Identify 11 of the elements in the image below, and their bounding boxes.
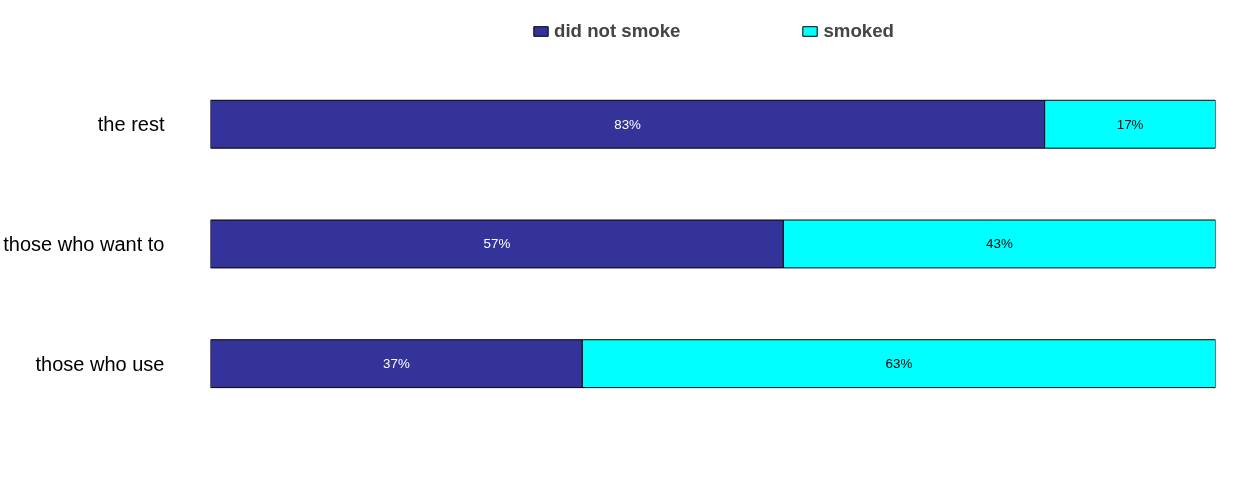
y-tick-label: those who want to (3, 232, 165, 255)
data-label: 57% (483, 236, 511, 252)
y-tick-label: the rest (97, 113, 165, 136)
data-label: 63% (885, 356, 913, 372)
data-label: 37% (383, 356, 410, 372)
data-label: 83% (614, 116, 642, 132)
legend-label: smoked (823, 20, 894, 42)
legend-label: did not smoke (554, 20, 681, 42)
data-label: 43% (986, 236, 1013, 252)
data-label: 17% (1116, 116, 1144, 132)
y-tick-label: those who use (35, 352, 165, 375)
